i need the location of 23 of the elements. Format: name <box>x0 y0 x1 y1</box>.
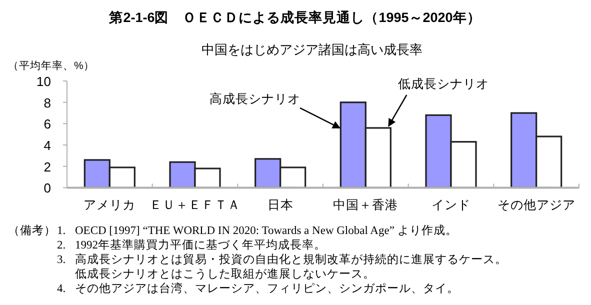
chart-title: 第2-1-6図 ＯＥＣＤによる成長率見通し（1995～2020年） <box>108 9 481 25</box>
text: 高成長シナリオ <box>210 90 300 106</box>
x-tick-label: 日本 <box>267 198 294 212</box>
text: 2. 1992年基準購買力平価に基づく年平均成長率。 <box>57 238 326 252</box>
text: （備考） <box>8 224 56 237</box>
y-tick-label: 8 <box>44 95 51 110</box>
y-tick-label: 4 <box>44 138 51 154</box>
text: 4. その他アジアは台湾、マレーシア、フィリピン、シンガポール、タイ。 <box>57 281 459 295</box>
y-tick-label: 6 <box>44 116 51 132</box>
x-tick-label: インド <box>432 198 470 212</box>
x-tick-label: アメリカ <box>84 198 136 212</box>
y-axis-title: （平均年率、%） <box>8 59 94 72</box>
text: 低成長シナリオとはこうした取組が進展しないケース。 <box>75 268 375 280</box>
x-tick-label: 中国＋香港 <box>333 198 398 212</box>
text: 低成長シナリオ <box>398 76 490 91</box>
x-tick-label: その他アジア <box>497 198 576 212</box>
y-tick-label: 10 <box>36 74 51 89</box>
y-tick-label: 2 <box>44 159 51 174</box>
x-tick-label: ＥＵ＋ＥＦＴＡ <box>150 198 240 212</box>
text: 3. 高成長シナリオとは貿易・投資の自由化と規制改革が持続的に進展するケース。 <box>57 252 507 266</box>
chart-subtitle: 中国をはじめアジア諸国は高い成長率 <box>202 42 422 57</box>
y-tick-label: 0 <box>44 180 51 196</box>
text: 1. OECD [1997] “THE WORLD IN 2020: Towards a New Global Age” より作成。 <box>57 224 458 237</box>
